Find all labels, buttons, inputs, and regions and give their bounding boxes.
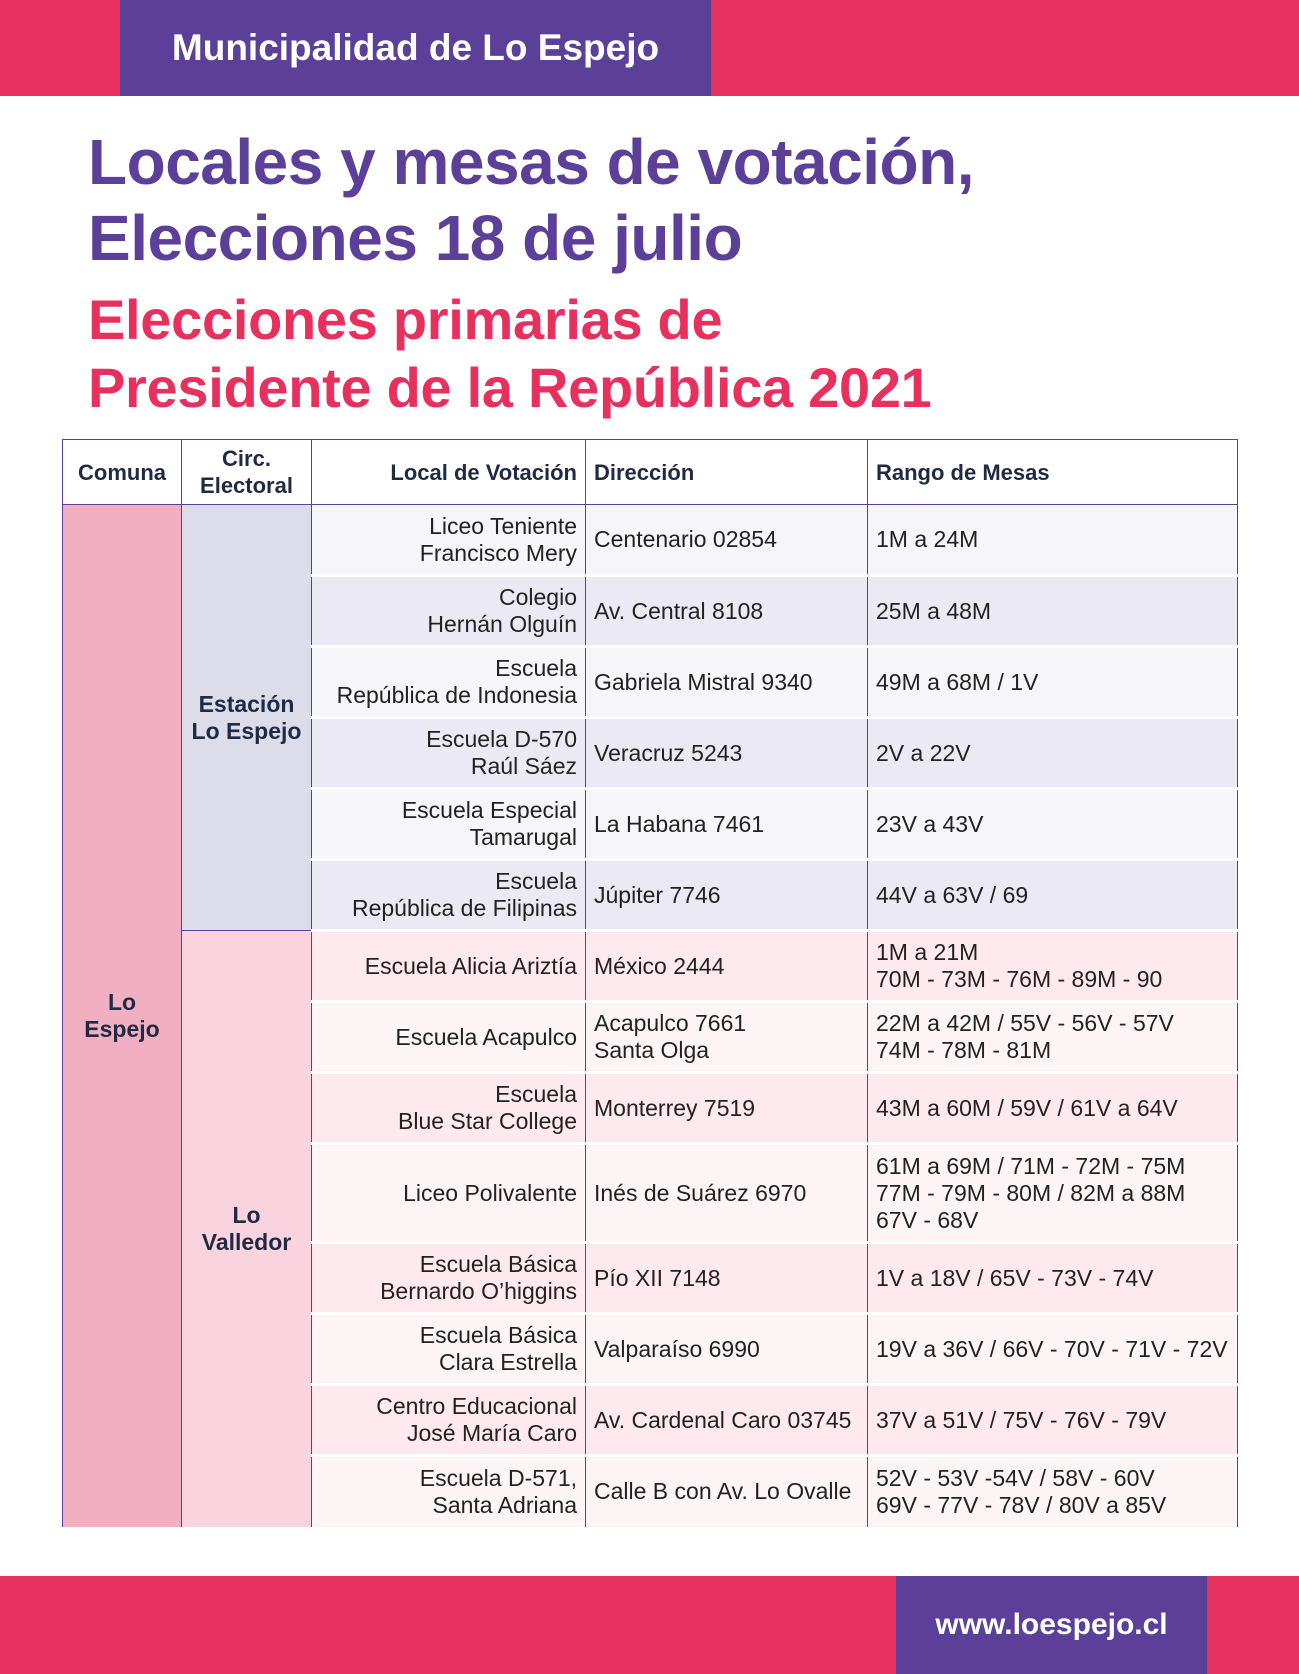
direccion-cell: Gabriela Mistral 9340 xyxy=(585,645,868,718)
rango-cell: 19V a 36V / 66V - 70V - 71V - 72V xyxy=(867,1312,1238,1385)
local-cell: Escuela Básica Bernardo O’higgins xyxy=(311,1241,586,1314)
table-row: Escuela Básica Clara Estrella Valparaíso… xyxy=(63,1312,1238,1385)
municipality-name: Municipalidad de Lo Espejo xyxy=(120,0,711,96)
table-row: Escuela D-571, Santa Adriana Calle B con… xyxy=(63,1454,1238,1527)
rango-cell: 52V - 53V -54V / 58V - 60V 69V - 77V - 7… xyxy=(867,1454,1238,1527)
local-cell: Escuela Alicia Ariztía xyxy=(311,929,586,1002)
direccion-cell: Júpiter 7746 xyxy=(585,858,868,931)
direccion-cell: Pío XII 7148 xyxy=(585,1241,868,1314)
rango-cell: 1M a 24M xyxy=(867,504,1238,576)
local-cell: Escuela Especial Tamarugal xyxy=(311,787,586,860)
comuna-cell: Lo Espejo xyxy=(62,504,182,1527)
circ-estacion-lo-espejo: Estación Lo Espejo xyxy=(181,504,312,931)
local-cell: Escuela República de Filipinas xyxy=(311,858,586,931)
table-header-row: Comuna Circ. Electoral Local de Votación… xyxy=(62,439,1238,505)
rango-cell: 43M a 60M / 59V / 61V a 64V xyxy=(867,1071,1238,1144)
header-circ-electoral: Circ. Electoral xyxy=(181,439,312,505)
local-cell: Escuela D-570 Raúl Sáez xyxy=(311,716,586,789)
rango-cell: 25M a 48M xyxy=(867,574,1238,647)
circ-lo-valledor: Lo Valledor xyxy=(181,930,312,1527)
page-title: Locales y mesas de votación, Elecciones … xyxy=(88,124,1238,276)
header-comuna: Comuna xyxy=(62,439,182,505)
direccion-cell: La Habana 7461 xyxy=(585,787,868,860)
local-cell: Liceo Polivalente xyxy=(311,1142,586,1243)
direccion-cell: Av. Cardenal Caro 03745 xyxy=(585,1383,868,1456)
table-row: Escuela Especial Tamarugal La Habana 746… xyxy=(63,787,1238,860)
voting-table: Comuna Circ. Electoral Local de Votación… xyxy=(62,439,1238,1527)
table-row: Lo Espejo Estación Lo Espejo Liceo Tenie… xyxy=(62,504,1238,1527)
header-rango: Rango de Mesas xyxy=(867,439,1238,505)
rango-cell: 37V a 51V / 75V - 76V - 79V xyxy=(867,1383,1238,1456)
title-line-1: Locales y mesas de votación, xyxy=(88,126,974,198)
direccion-cell: México 2444 xyxy=(585,929,868,1002)
direccion-cell: Av. Central 8108 xyxy=(585,574,868,647)
table-row: Centro Educacional José María Caro Av. C… xyxy=(63,1383,1238,1456)
table-row: Lo Valledor Escuela Alicia Ariztía Méxic… xyxy=(63,929,1238,1527)
local-cell: Escuela Acapulco xyxy=(311,1000,586,1073)
page-subtitle: Elecciones primarias de Presidente de la… xyxy=(88,286,1238,422)
subtitle-line-1: Elecciones primarias de xyxy=(88,288,723,351)
table-row: Liceo Polivalente Inés de Suárez 6970 61… xyxy=(63,1142,1238,1243)
rango-cell: 2V a 22V xyxy=(867,716,1238,789)
direccion-cell: Veracruz 5243 xyxy=(585,716,868,789)
rango-cell: 22M a 42M / 55V - 56V - 57V 74M - 78M - … xyxy=(867,1000,1238,1073)
local-cell: Colegio Hernán Olguín xyxy=(311,574,586,647)
table-row: Colegio Hernán Olguín Av. Central 8108 2… xyxy=(63,574,1238,647)
direccion-cell: Monterrey 7519 xyxy=(585,1071,868,1144)
local-cell: Escuela D-571, Santa Adriana xyxy=(311,1454,586,1527)
local-cell: Escuela Básica Clara Estrella xyxy=(311,1312,586,1385)
rango-cell: 1M a 21M 70M - 73M - 76M - 89M - 90 xyxy=(867,929,1238,1002)
direccion-cell: Inés de Suárez 6970 xyxy=(585,1142,868,1243)
rango-cell: 1V a 18V / 65V - 73V - 74V xyxy=(867,1241,1238,1314)
website-url: www.loespejo.cl xyxy=(896,1576,1207,1674)
direccion-cell: Acapulco 7661 Santa Olga xyxy=(585,1000,868,1073)
rango-cell: 23V a 43V xyxy=(867,787,1238,860)
table-row: Escuela República de Filipinas Júpiter 7… xyxy=(63,858,1238,931)
local-cell: Escuela Blue Star College xyxy=(311,1071,586,1144)
table-row: Escuela Acapulco Acapulco 7661 Santa Olg… xyxy=(63,1000,1238,1073)
table-row: Escuela D-570 Raúl Sáez Veracruz 5243 2V… xyxy=(63,716,1238,789)
local-cell: Centro Educacional José María Caro xyxy=(311,1383,586,1456)
title-line-2: Elecciones 18 de julio xyxy=(88,202,743,274)
subtitle-line-2: Presidente de la República 2021 xyxy=(88,356,932,419)
direccion-cell: Centenario 02854 xyxy=(585,504,868,576)
direccion-cell: Valparaíso 6990 xyxy=(585,1312,868,1385)
local-cell: Liceo Teniente Francisco Mery xyxy=(311,504,586,576)
table-row: Escuela Blue Star College Monterrey 7519… xyxy=(63,1071,1238,1144)
table-row: Escuela República de Indonesia Gabriela … xyxy=(63,645,1238,718)
header-local: Local de Votación xyxy=(311,439,586,505)
header-direccion: Dirección xyxy=(585,439,868,505)
local-cell: Escuela República de Indonesia xyxy=(311,645,586,718)
rango-cell: 44V a 63V / 69 xyxy=(867,858,1238,931)
table-row: Escuela Básica Bernardo O’higgins Pío XI… xyxy=(63,1241,1238,1314)
rango-cell: 61M a 69M / 71M - 72M - 75M 77M - 79M - … xyxy=(867,1142,1238,1243)
direccion-cell: Calle B con Av. Lo Ovalle xyxy=(585,1454,868,1527)
rango-cell: 49M a 68M / 1V xyxy=(867,645,1238,718)
